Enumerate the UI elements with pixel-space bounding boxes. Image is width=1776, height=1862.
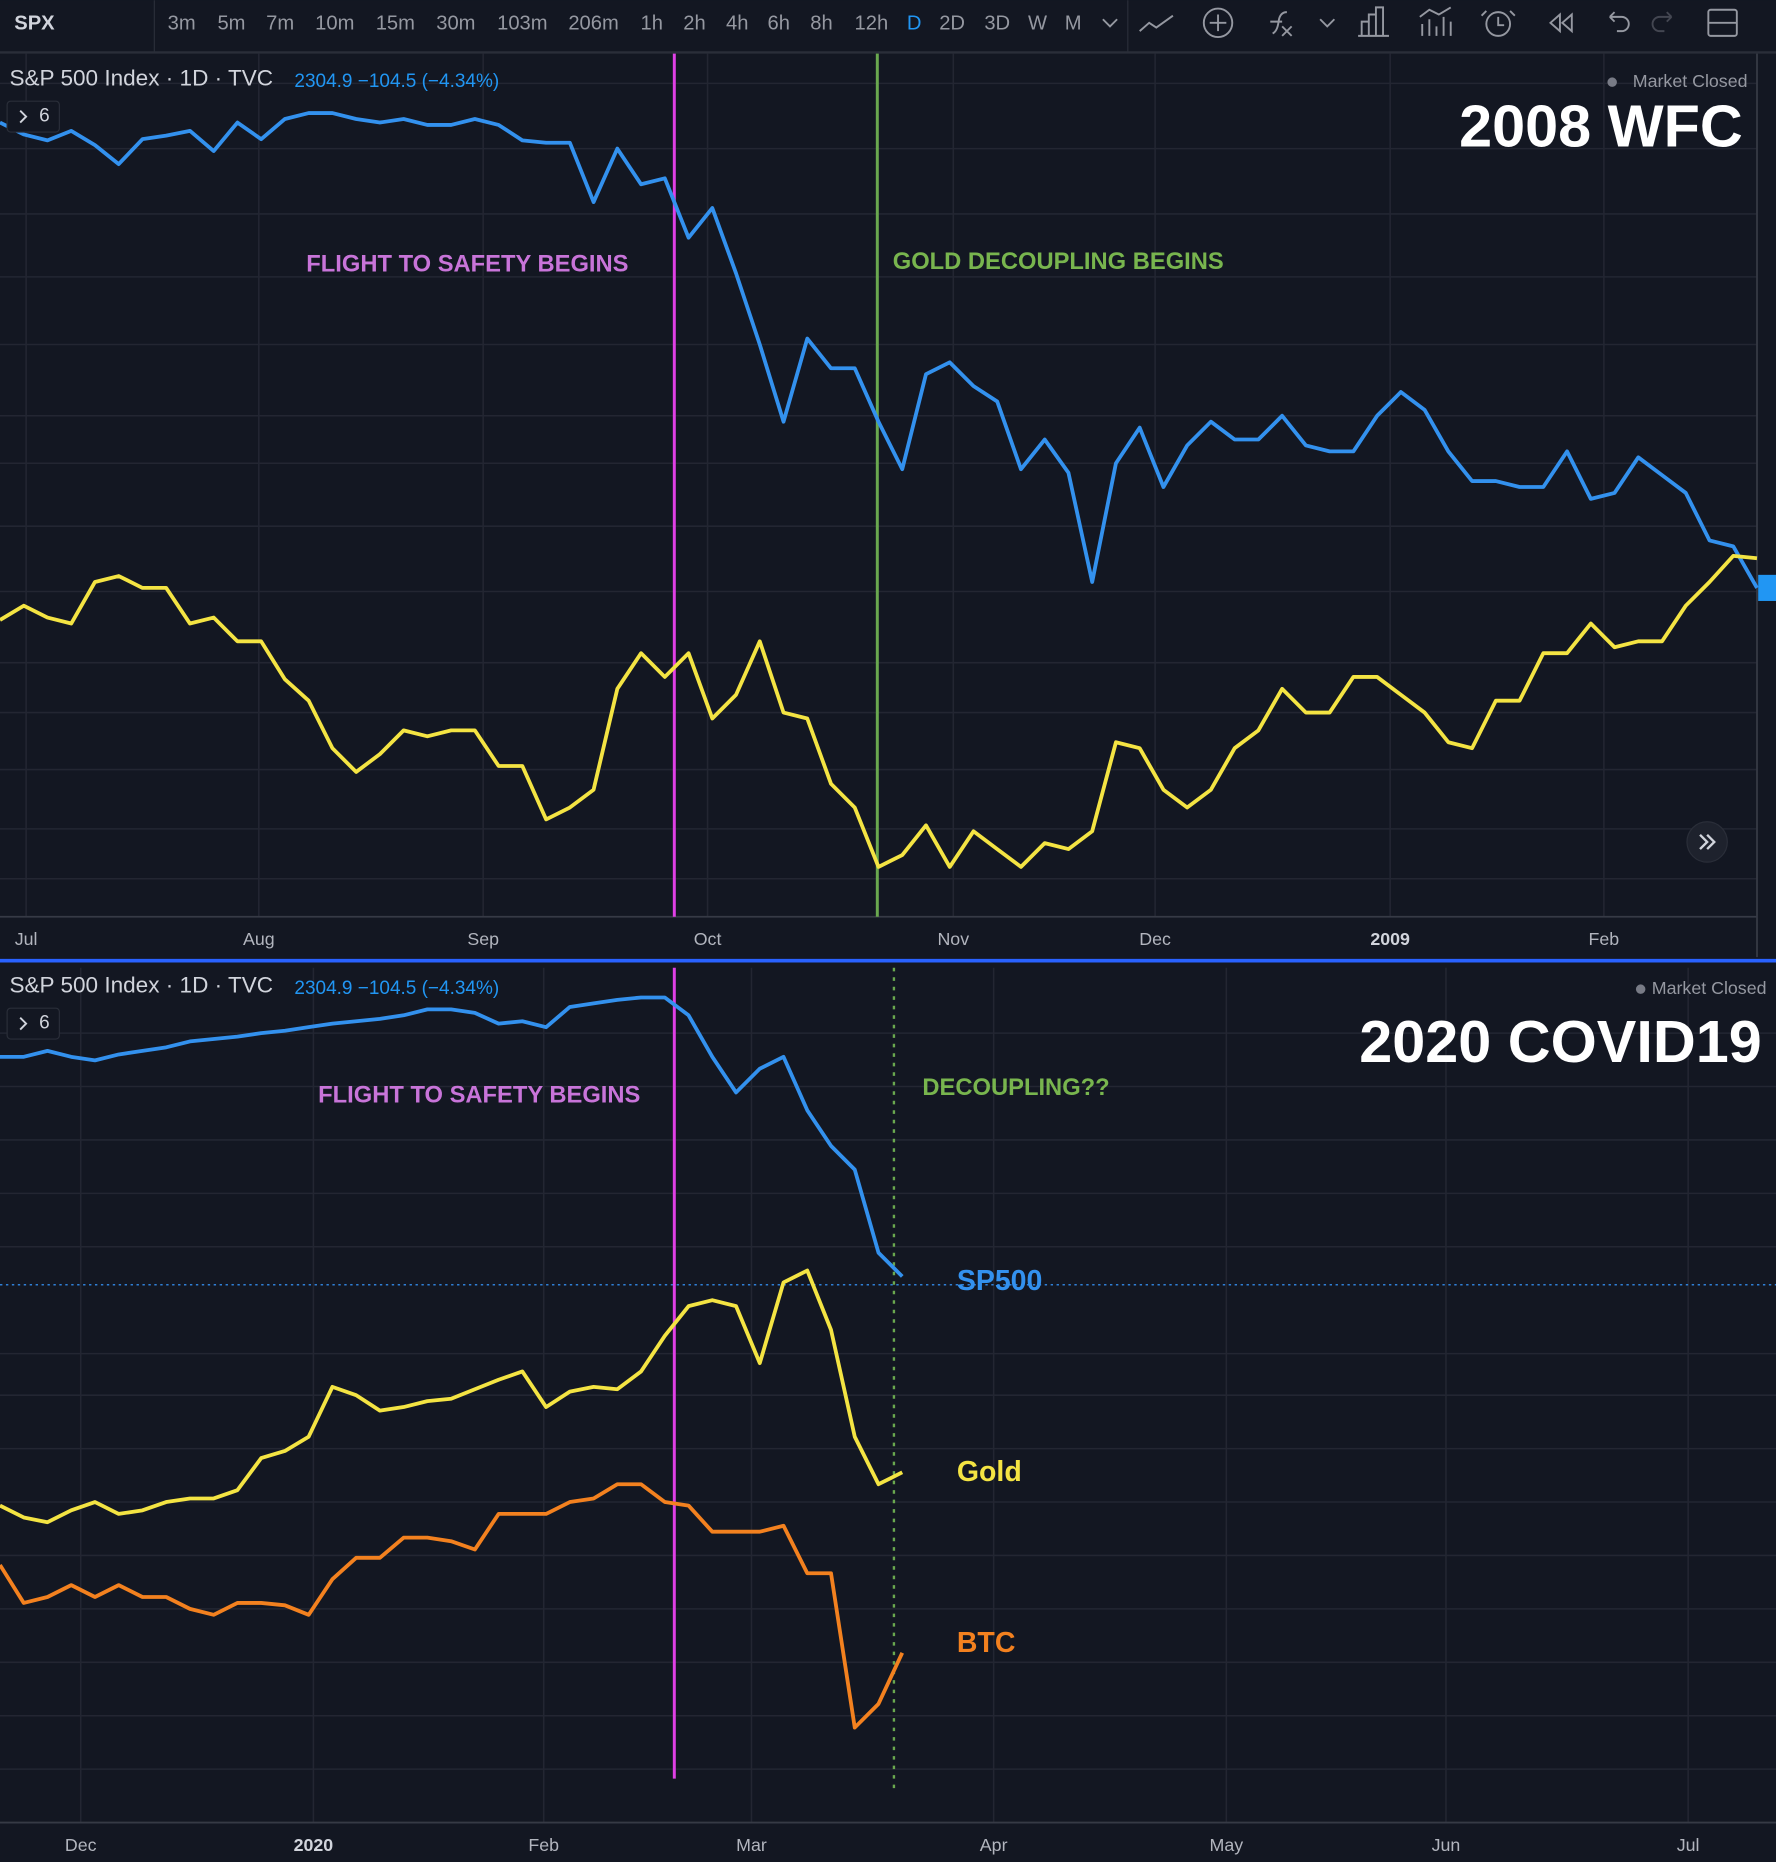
status-dot [1635,984,1646,994]
indicators-count: 6 [39,106,50,127]
x-tick-label: Dec [1139,929,1171,949]
interval-button[interactable]: 7m [266,12,294,34]
interval-button[interactable]: 3D [984,12,1010,34]
annotation: GOLD DECOUPLING BEGINS [893,249,1224,275]
indicators-toggle[interactable] [6,1007,60,1040]
price-tag [1758,574,1776,601]
compare-icon[interactable] [1202,7,1234,39]
series-line [0,1268,904,1525]
series-label: SP500 [957,1265,1043,1297]
interval-button[interactable]: 103m [497,12,547,34]
toolbar-icons [1102,6,1738,39]
interval-button[interactable]: D [907,12,922,34]
market-status: Market Closed [1652,978,1767,998]
series-label: Gold [957,1456,1022,1488]
x-tick-label: May [1210,1835,1244,1855]
indicators-icon[interactable] [1270,11,1293,37]
x-tick-label: 2009 [1370,929,1410,949]
chart-style-icon[interactable] [1139,14,1174,32]
alert-icon[interactable] [1485,11,1512,37]
symbol[interactable]: SPX [14,12,55,34]
interval-button[interactable]: 1h [641,12,663,34]
interval-button[interactable]: M [1065,12,1082,34]
interval-button[interactable]: 6h [768,12,790,34]
interval-button[interactable]: 3m [168,12,196,34]
annotation: DECOUPLING?? [922,1075,1109,1101]
annotation: FLIGHT TO SAFETY BEGINS [306,251,628,277]
chevron [19,109,28,124]
series-line [0,553,1758,869]
x-tick-label: Jul [15,929,38,949]
interval-button[interactable]: 10m [315,12,354,34]
x-tick-label: Jul [1677,1835,1700,1855]
interval-button[interactable]: 2D [939,12,965,34]
chart-title: 2020 COVID19 [1359,1008,1761,1075]
interval-button[interactable]: 4h [726,12,748,34]
market-status: Market Closed [1633,71,1748,91]
compare-plus [1209,14,1227,32]
legend-name[interactable]: S&P 500 Index · 1D · TVC [9,66,273,91]
series-line [0,111,1759,589]
replay-icon[interactable] [1548,12,1573,34]
status-dot [1607,77,1617,87]
legend-name[interactable]: S&P 500 Index · 1D · TVC [9,973,273,998]
templates-icon[interactable] [1419,6,1452,36]
interval-button[interactable]: 30m [436,12,475,34]
interval-button[interactable]: 12h [855,12,889,34]
dropdown-icon[interactable] [1319,18,1336,28]
interval-button[interactable]: 8h [810,12,832,34]
interval-button[interactable]: W [1028,12,1047,34]
x-tick-label: Feb [528,1835,559,1855]
x-tick-label: Sep [467,929,499,949]
interval-button[interactable]: 2h [683,12,705,34]
alert-hands [1480,10,1516,27]
scroll-icon [1699,834,1716,850]
chevron [19,1016,28,1031]
annotation: FLIGHT TO SAFETY BEGINS [318,1082,640,1108]
series-line [0,1482,904,1730]
series-line [0,995,904,1278]
redo-icon[interactable] [1651,11,1673,33]
toolbar [0,0,1776,53]
chart-title: 2008 WFC [1459,93,1743,160]
series-label: BTC [957,1627,1016,1659]
financials-icon[interactable] [1358,6,1389,37]
x-tick-label: Oct [694,929,722,949]
x-tick-label: Dec [65,1835,97,1855]
legend-quote: 2304.9 −104.5 (−4.34%) [294,978,499,999]
x-tick-label: Feb [1589,929,1620,949]
x-tick-label: Nov [937,929,969,949]
x-tick-label: Aug [243,929,275,949]
indicators-count: 6 [39,1013,50,1034]
x-tick-label: 2020 [294,1835,334,1855]
x-tick-label: Apr [980,1835,1008,1855]
interval-button[interactable]: 206m [568,12,618,34]
plot [0,111,1759,1730]
interval-button[interactable]: 5m [217,12,245,34]
x-tick-label: Jun [1432,1835,1461,1855]
indicators-toggle[interactable] [6,100,60,133]
legend-quote: 2304.9 −104.5 (−4.34%) [294,71,499,92]
interval-button[interactable]: 15m [376,12,415,34]
undo-icon[interactable] [1609,11,1630,33]
dropdown-icon[interactable] [1102,18,1118,28]
x-tick-label: Mar [736,1835,767,1855]
